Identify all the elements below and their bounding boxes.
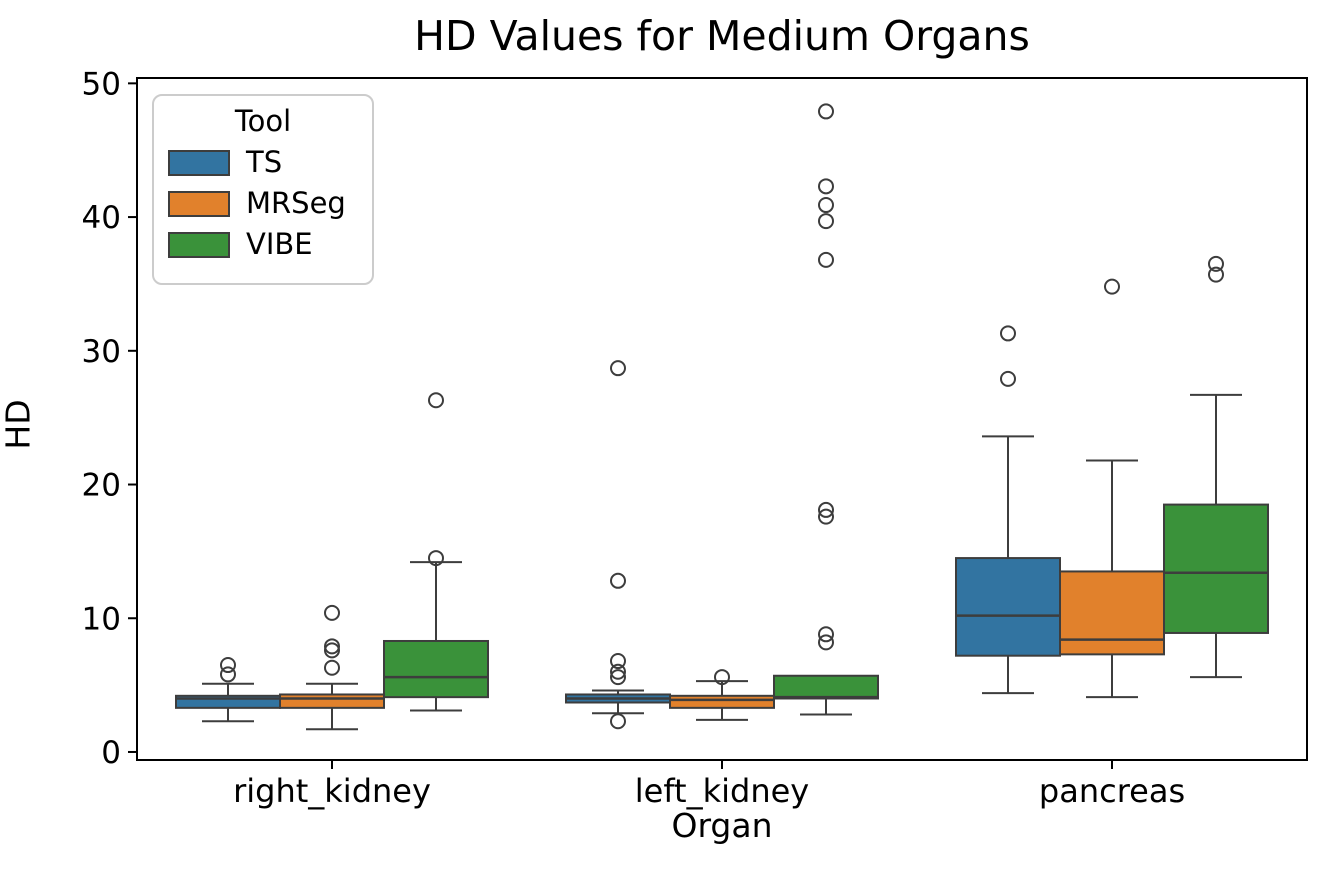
legend-swatch-ts — [168, 149, 230, 176]
box-MRSeg-right_kidney-outlier — [324, 638, 340, 655]
box-TS-pancreas — [955, 557, 1061, 657]
box-VIBE-left_kidney-outlier — [818, 103, 834, 120]
y-tick-label: 40 — [82, 200, 121, 236]
box-VIBE-right_kidney-outlier — [428, 550, 444, 567]
box-MRSeg-pancreas — [1059, 570, 1165, 656]
box-TS-pancreas-outlier — [1000, 325, 1016, 342]
box-VIBE-left_kidney-outlier — [818, 251, 834, 268]
chart-title: HD Values for Medium Organs — [414, 12, 1030, 60]
box-VIBE-left_kidney-outlier — [818, 626, 834, 643]
y-axis-label: HD — [0, 399, 38, 450]
box-TS-left_kidney-outlier — [610, 663, 626, 680]
box-TS-left_kidney-outlier — [610, 669, 626, 686]
box-MRSeg-pancreas-outlier — [1104, 278, 1120, 295]
legend-entry-vibe: VIBE — [168, 230, 360, 259]
x-axis-label: Organ — [671, 806, 773, 845]
x-tick-label: pancreas — [1039, 772, 1185, 810]
box-VIBE-left_kidney-outlier — [818, 178, 834, 195]
box-TS-right_kidney-outlier — [220, 666, 236, 683]
box-VIBE-left_kidney — [773, 674, 879, 700]
y-tick-label: 10 — [82, 601, 121, 637]
legend-label-mrseg: MRSeg — [246, 186, 346, 220]
legend-entry-ts: TS — [168, 148, 360, 177]
legend-swatch-mrseg — [168, 190, 230, 217]
box-TS-right_kidney-outlier — [220, 657, 236, 674]
box-TS-left_kidney-outlier — [610, 713, 626, 730]
x-tick-label: right_kidney — [233, 772, 431, 810]
box-MRSeg-left_kidney-outlier — [714, 669, 730, 686]
box-VIBE-left_kidney-outlier — [818, 508, 834, 525]
box-TS-left_kidney-outlier — [610, 360, 626, 377]
legend-title: Tool — [234, 104, 292, 138]
box-TS-left_kidney-outlier — [610, 653, 626, 670]
legend-label-vibe: VIBE — [246, 227, 313, 261]
box-VIBE-left_kidney-outlier — [818, 213, 834, 230]
box-MRSeg-right_kidney-outlier — [324, 659, 340, 676]
box-MRSeg-right_kidney-outlier — [324, 604, 340, 621]
y-tick-label: 30 — [82, 334, 121, 370]
x-tick-label: left_kidney — [635, 772, 809, 810]
legend: Tool TS MRSeg VIBE — [152, 94, 374, 285]
box-VIBE-pancreas-outlier — [1208, 266, 1224, 283]
legend-swatch-vibe — [168, 231, 230, 258]
y-tick-label: 20 — [82, 468, 121, 504]
box-VIBE-right_kidney — [383, 639, 489, 699]
legend-entry-mrseg: MRSeg — [168, 189, 360, 218]
box-VIBE-pancreas-outlier — [1208, 255, 1224, 272]
box-VIBE-pancreas — [1163, 503, 1269, 634]
box-VIBE-left_kidney-outlier — [818, 501, 834, 518]
y-tick-label: 50 — [82, 66, 121, 102]
box-MRSeg-left_kidney — [669, 694, 775, 709]
box-MRSeg-right_kidney — [279, 693, 385, 709]
box-TS-pancreas-outlier — [1000, 370, 1016, 387]
legend-label-ts: TS — [246, 145, 283, 179]
box-VIBE-right_kidney-outlier — [428, 392, 444, 409]
box-TS-left_kidney-outlier — [610, 572, 626, 589]
box-VIBE-left_kidney-outlier — [818, 634, 834, 651]
box-VIBE-left_kidney-outlier — [818, 197, 834, 214]
box-MRSeg-right_kidney-outlier — [324, 642, 340, 659]
y-tick-label: 0 — [101, 735, 121, 771]
